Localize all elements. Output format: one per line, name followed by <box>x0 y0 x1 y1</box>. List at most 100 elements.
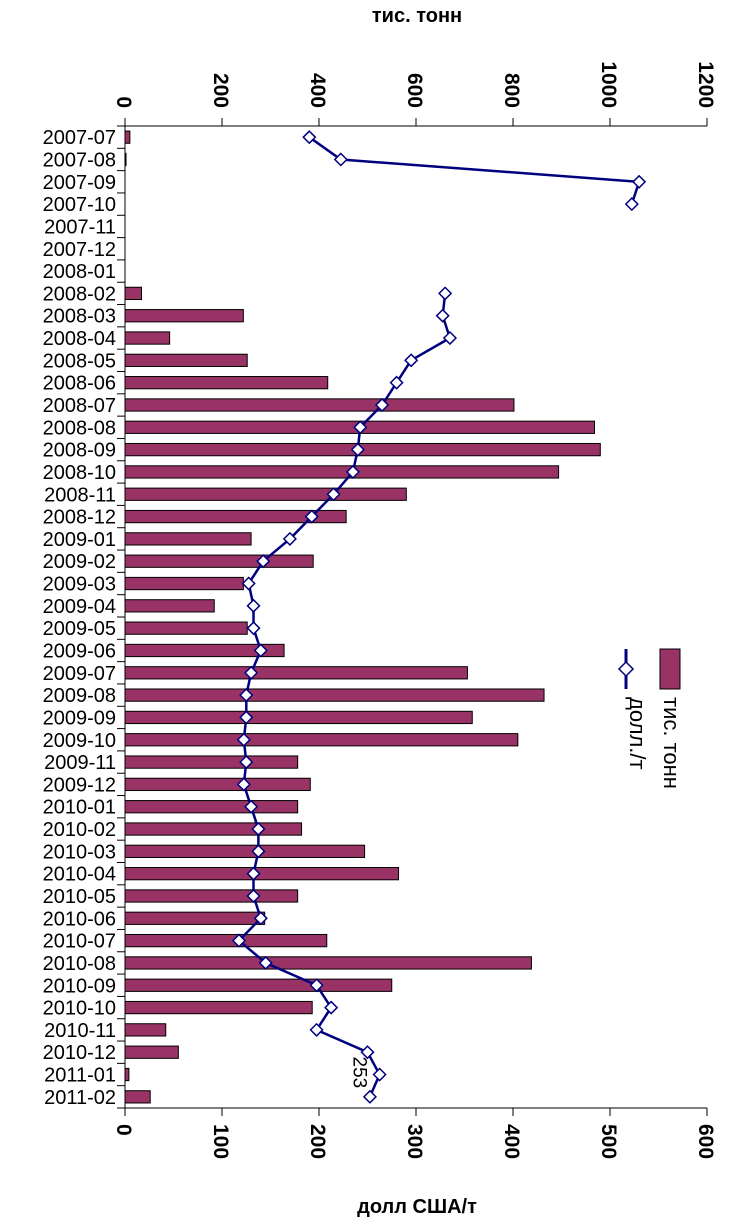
bar <box>124 1045 179 1059</box>
bar <box>124 1023 167 1037</box>
line-point <box>360 1045 375 1060</box>
bar <box>124 309 244 323</box>
top-tick-label: 1200 <box>694 61 717 108</box>
bar <box>124 487 407 501</box>
legend-marker-diamond-icon <box>617 660 635 678</box>
line-point <box>244 799 259 814</box>
line-point <box>239 710 254 725</box>
category-label: 2008-07 <box>43 395 116 417</box>
category-label: 2008-08 <box>43 417 116 439</box>
bar <box>124 822 303 836</box>
line-point <box>239 688 254 703</box>
line-point <box>282 531 297 546</box>
category-label: 2010-08 <box>43 953 116 975</box>
line-segment <box>308 136 641 205</box>
category-label: 2009-02 <box>43 551 116 573</box>
line-point <box>246 866 261 881</box>
line-point <box>442 330 458 346</box>
bottom-axis-title: долл США/т <box>357 1196 477 1218</box>
category-label: 2007-12 <box>43 239 116 261</box>
category-label: 2009-03 <box>43 574 116 596</box>
top-tick-label: 600 <box>403 73 426 108</box>
bar <box>124 1090 151 1104</box>
line-point <box>246 598 261 613</box>
top-tick-label: 200 <box>209 73 232 108</box>
data-label: 253 <box>349 1057 370 1089</box>
category-label: 2010-11 <box>44 1020 116 1042</box>
category-label: 2009-01 <box>43 529 116 551</box>
line-point <box>372 1067 387 1082</box>
bar <box>124 710 473 725</box>
line-point <box>302 130 317 145</box>
category-label: 2008-04 <box>43 328 116 350</box>
line-point <box>244 665 259 680</box>
line-point <box>236 732 251 747</box>
line-point <box>404 353 419 368</box>
bar <box>124 554 314 568</box>
line-point <box>246 888 261 904</box>
line-point <box>350 442 365 457</box>
category-label: 2007-08 <box>43 149 116 171</box>
line-point <box>624 197 639 212</box>
category-label: 2010-02 <box>43 819 116 841</box>
category-label: 2009-07 <box>43 663 116 685</box>
line-point <box>333 152 348 167</box>
bar <box>124 755 299 769</box>
legend-label-line: долл./т <box>625 697 650 770</box>
bar <box>124 666 468 680</box>
category-label: 2011-02 <box>44 1087 116 1109</box>
category-label: 2008-12 <box>43 507 116 529</box>
top-tick-label: 400 <box>306 73 329 108</box>
bar <box>124 532 252 546</box>
line-point <box>253 911 268 926</box>
bottom-axis: 0 100 200 300 400 500 600 <box>112 1107 717 1159</box>
line-point <box>362 1089 377 1104</box>
category-label: 2009-12 <box>43 774 116 796</box>
bars-layer <box>124 130 601 1104</box>
bottom-tick-label: 400 <box>500 1124 523 1159</box>
bar <box>124 867 400 881</box>
category-label: 2009-06 <box>43 640 116 662</box>
line-layer <box>231 130 647 1104</box>
category-label: 2010-03 <box>43 841 116 863</box>
category-label: 2010-01 <box>43 797 116 819</box>
line-point <box>353 420 368 435</box>
category-label: 2009-04 <box>43 596 116 618</box>
legend-label-bars: тис. тонн <box>659 697 684 789</box>
bar <box>124 777 311 792</box>
category-label: 2008-03 <box>43 306 116 328</box>
top-axis: 0 200 400 600 800 1000 1200 <box>112 61 717 127</box>
line-point <box>251 821 266 837</box>
line-point <box>438 286 453 301</box>
bar <box>124 465 560 479</box>
bottom-tick-label: 0 <box>112 1124 135 1136</box>
bar <box>124 978 393 992</box>
line-point <box>251 844 266 859</box>
bar <box>124 956 532 970</box>
bar <box>124 130 131 144</box>
top-tick-label: 1000 <box>597 61 620 108</box>
bar <box>124 576 244 591</box>
category-label: 2011-01 <box>44 1065 116 1087</box>
legend-swatch-bars <box>659 648 681 690</box>
bar <box>124 911 266 925</box>
category-label: 2008-05 <box>43 350 116 372</box>
line-point <box>241 576 256 591</box>
bar <box>124 733 519 747</box>
bar <box>124 353 248 367</box>
category-label: 2010-09 <box>43 975 116 997</box>
category-label: 2010-12 <box>43 1042 116 1064</box>
bar <box>124 398 515 412</box>
category-label: 2008-06 <box>43 373 116 395</box>
bottom-tick-label: 100 <box>209 1124 232 1159</box>
bottom-tick-label: 600 <box>694 1124 717 1159</box>
category-label: 2007-11 <box>44 216 116 238</box>
category-label: 2009-08 <box>43 685 116 707</box>
bar <box>124 1000 313 1015</box>
bar <box>124 800 299 814</box>
category-label: 2010-04 <box>43 864 116 886</box>
top-tick-label: 0 <box>112 96 135 108</box>
category-label: 2008-01 <box>43 261 116 283</box>
category-label: 2010-06 <box>43 908 116 930</box>
